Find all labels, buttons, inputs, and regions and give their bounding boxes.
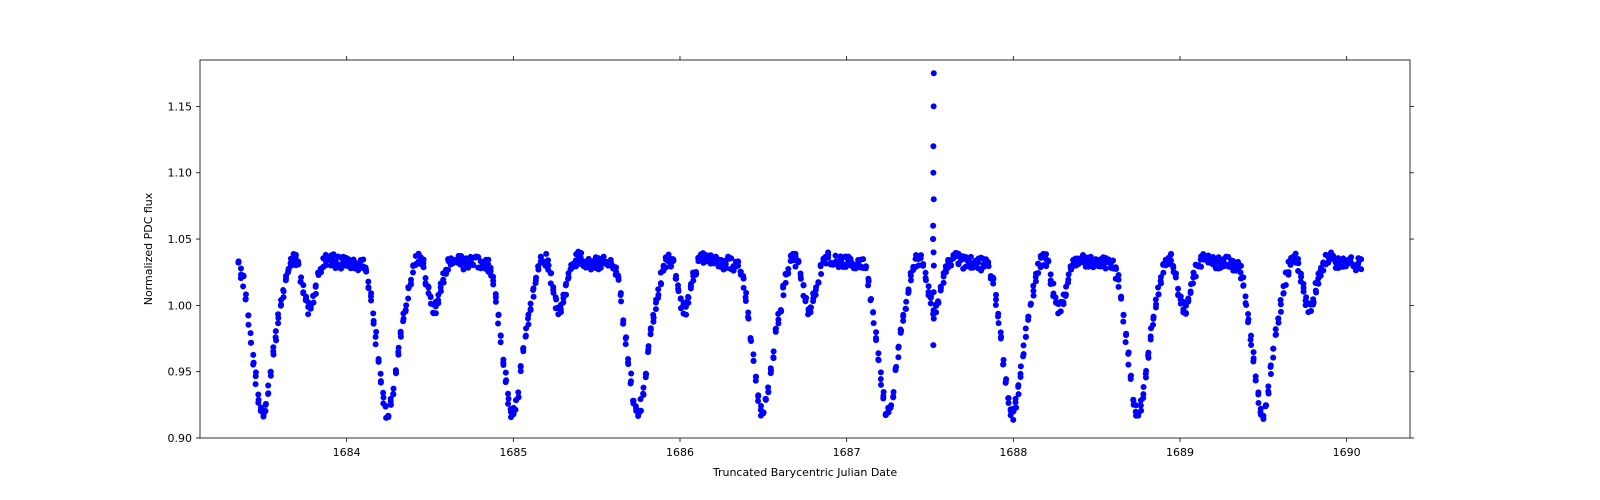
x-tick-label: 1684 bbox=[333, 446, 361, 459]
x-tick-label: 1685 bbox=[499, 446, 527, 459]
x-tick-label: 1688 bbox=[999, 446, 1027, 459]
y-tick-label: 0.95 bbox=[168, 366, 193, 379]
y-tick-label: 1.10 bbox=[168, 167, 193, 180]
y-tick-label: 1.05 bbox=[168, 233, 193, 246]
y-tick-label: 0.90 bbox=[168, 432, 193, 445]
y-tick-label: 1.00 bbox=[168, 299, 193, 312]
chart-bg bbox=[0, 0, 1600, 500]
y-axis-label: Normalized PDC flux bbox=[142, 192, 155, 305]
chart-container: 1684 1685 1686 1687 1688 1689 1690 0.90 0.95 1.00… bbox=[0, 0, 1600, 500]
x-tick-label: 1690 bbox=[1333, 446, 1361, 459]
x-tick-label: 1686 bbox=[666, 446, 694, 459]
x-tick-label: 1687 bbox=[833, 446, 861, 459]
x-tick-label: 1689 bbox=[1166, 446, 1194, 459]
y-tick-label: 1.15 bbox=[168, 100, 193, 113]
x-axis-label: Truncated Barycentric Julian Date bbox=[712, 466, 898, 479]
lightcurve-chart: 1684 1685 1686 1687 1688 1689 1690 0.90 0.95 1.00… bbox=[0, 0, 1600, 500]
